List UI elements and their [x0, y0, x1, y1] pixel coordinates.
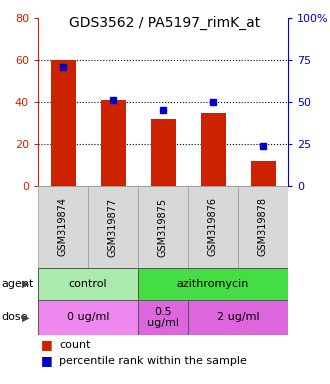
Text: agent: agent: [2, 279, 34, 289]
Bar: [38, 186, 88, 268]
Text: count: count: [59, 340, 91, 350]
Text: ■: ■: [41, 354, 53, 367]
Text: azithromycin: azithromycin: [177, 279, 249, 289]
Bar: [138, 186, 188, 268]
Bar: [38, 268, 138, 300]
Text: ▶: ▶: [22, 279, 29, 289]
Bar: [138, 268, 288, 300]
Text: 0 ug/ml: 0 ug/ml: [67, 313, 109, 323]
Text: GSM319878: GSM319878: [258, 197, 268, 257]
Text: GSM319877: GSM319877: [108, 197, 118, 257]
Bar: [38, 300, 138, 335]
Bar: [201, 113, 225, 186]
Text: GSM319876: GSM319876: [208, 197, 218, 257]
Bar: [50, 60, 76, 186]
Bar: [150, 119, 176, 186]
Text: GDS3562 / PA5197_rimK_at: GDS3562 / PA5197_rimK_at: [69, 16, 261, 30]
Bar: [138, 300, 188, 335]
Bar: [250, 161, 276, 186]
Text: ■: ■: [41, 339, 53, 351]
Bar: [188, 300, 288, 335]
Text: ▶: ▶: [22, 313, 29, 323]
Text: 0.5
ug/ml: 0.5 ug/ml: [147, 307, 179, 328]
Text: control: control: [69, 279, 107, 289]
Text: percentile rank within the sample: percentile rank within the sample: [59, 356, 247, 366]
Bar: [88, 186, 138, 268]
Text: GSM319875: GSM319875: [158, 197, 168, 257]
Text: dose: dose: [2, 313, 28, 323]
Text: GSM319874: GSM319874: [58, 197, 68, 257]
Text: 2 ug/ml: 2 ug/ml: [217, 313, 259, 323]
Bar: [101, 100, 125, 186]
Bar: [188, 186, 238, 268]
Bar: [238, 186, 288, 268]
